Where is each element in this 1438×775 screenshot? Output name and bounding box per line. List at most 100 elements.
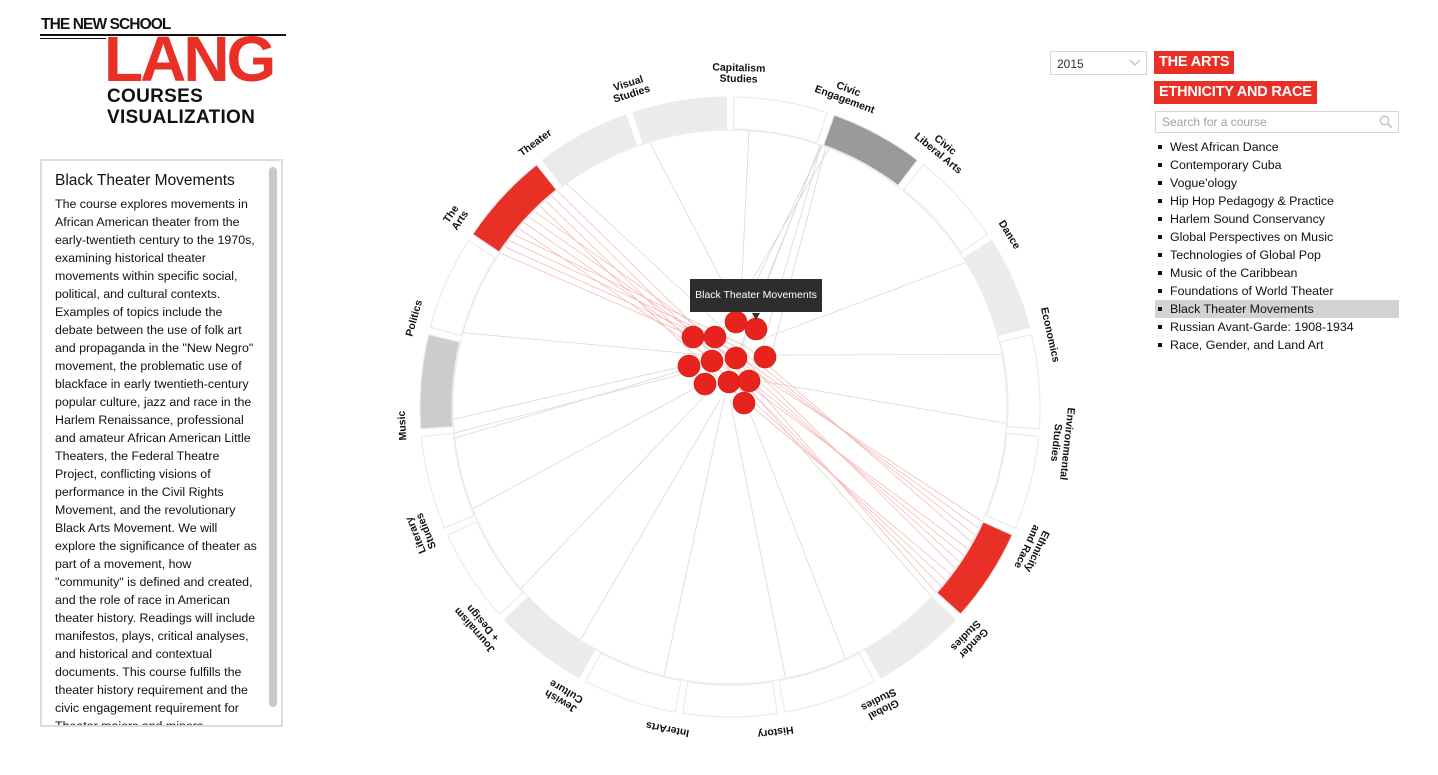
- segment-label[interactable]: Theater: [517, 127, 555, 159]
- segment-label[interactable]: Music: [396, 410, 410, 441]
- segment-label[interactable]: VisualStudies: [608, 72, 651, 105]
- segment-the-arts[interactable]: [473, 165, 557, 252]
- course-list-item[interactable]: Hip Hop Pedagogy & Practice: [1155, 192, 1399, 210]
- course-list-item[interactable]: Technologies of Global Pop: [1155, 246, 1399, 264]
- course-list-label: Technologies of Global Pop: [1170, 248, 1321, 262]
- search-input[interactable]: [1156, 112, 1382, 132]
- segment-dance[interactable]: [965, 241, 1030, 336]
- chord-line: [750, 390, 932, 598]
- segment-label[interactable]: JewishCulture: [542, 677, 585, 715]
- course-list-item[interactable]: Black Theater Movements: [1155, 300, 1399, 318]
- chord-line: [462, 333, 705, 355]
- segment-history[interactable]: [683, 682, 778, 717]
- chord-line: [520, 385, 715, 589]
- search-icon[interactable]: [1379, 115, 1393, 129]
- course-list-item[interactable]: Russian Avant-Garde: 1908-1934: [1155, 318, 1399, 336]
- course-node[interactable]: [718, 371, 740, 393]
- logo-subtitle: COURSES VISUALIZATION: [107, 86, 255, 128]
- bullet-icon: [1158, 145, 1162, 149]
- course-list-item[interactable]: West African Dance: [1155, 138, 1399, 156]
- course-list-label: Russian Avant-Garde: 1908-1934: [1170, 320, 1354, 334]
- bullet-icon: [1158, 271, 1162, 275]
- tooltip-pointer: [752, 313, 760, 320]
- segment-label[interactable]: LiteraryStudies: [403, 511, 439, 556]
- course-list-item[interactable]: Contemporary Cuba: [1155, 156, 1399, 174]
- discipline-segments: [420, 97, 1040, 717]
- course-list-item[interactable]: Music of the Caribbean: [1155, 264, 1399, 282]
- chord-lines: [452, 130, 1007, 680]
- course-node[interactable]: [725, 347, 747, 369]
- course-list-item[interactable]: Harlem Sound Conservancy: [1155, 210, 1399, 228]
- segment-label[interactable]: GlobalStudies: [859, 686, 903, 724]
- lang-logo[interactable]: THE NEW SCHOOL LANG COURSES VISUALIZATIO…: [40, 16, 290, 131]
- segment-theater[interactable]: [543, 115, 637, 186]
- course-node[interactable]: [704, 326, 726, 348]
- segment-label[interactable]: Politics: [403, 298, 425, 337]
- segment-environmental-studies[interactable]: [986, 433, 1039, 528]
- course-list-item[interactable]: Foundations of World Theater: [1155, 282, 1399, 300]
- logo-subtitle-line2: VISUALIZATION: [107, 107, 255, 128]
- segment-label-line: Music: [396, 410, 410, 441]
- course-list-label: Foundations of World Theater: [1170, 284, 1333, 298]
- segment-label[interactable]: Ethnicityand Race: [1011, 523, 1052, 575]
- chord-line-selected: [747, 362, 955, 567]
- course-node[interactable]: [694, 373, 716, 395]
- chord-line: [454, 365, 700, 438]
- segment-visual-studies[interactable]: [633, 97, 727, 143]
- chord-line: [745, 400, 846, 660]
- course-node[interactable]: [678, 355, 700, 377]
- bullet-icon: [1158, 163, 1162, 167]
- bullet-icon: [1158, 199, 1162, 203]
- tag-ethnicity-and-race[interactable]: ETHNICITY AND RACE: [1154, 81, 1317, 104]
- segment-label[interactable]: GenderStudies: [948, 618, 991, 661]
- segment-journalism-design[interactable]: [448, 522, 524, 614]
- logo-lang: LANG: [104, 25, 273, 93]
- course-search: [1155, 111, 1399, 133]
- segment-ethnicity-and-race[interactable]: [937, 522, 1013, 614]
- chord-line: [730, 400, 786, 679]
- segment-label-line: Dance: [996, 218, 1023, 251]
- segment-label[interactable]: History: [757, 723, 795, 740]
- segment-literary-studies[interactable]: [421, 433, 474, 528]
- segment-label[interactable]: TheArts: [440, 202, 471, 232]
- chord-line: [452, 360, 710, 420]
- segment-label-line: History: [757, 723, 795, 740]
- course-node[interactable]: [682, 326, 704, 348]
- segment-civic-engagement[interactable]: [823, 115, 917, 186]
- segment-label-line: InterArts: [645, 719, 690, 739]
- course-list-item[interactable]: Race, Gender, and Land Art: [1155, 336, 1399, 354]
- course-list-label: Global Perspectives on Music: [1170, 230, 1333, 244]
- segment-label[interactable]: Economics: [1038, 306, 1062, 363]
- segment-gender-studies[interactable]: [865, 598, 955, 678]
- chord-line-selected: [727, 347, 978, 528]
- bullet-icon: [1158, 307, 1162, 311]
- course-node[interactable]: [701, 350, 723, 372]
- tag-the-arts[interactable]: THE ARTS: [1154, 51, 1234, 74]
- course-node[interactable]: [738, 370, 760, 392]
- course-list-label: Hip Hop Pedagogy & Practice: [1170, 194, 1334, 208]
- inner-ring: [453, 130, 1007, 684]
- course-node[interactable]: [733, 392, 755, 414]
- course-list-label: Harlem Sound Conservancy: [1170, 212, 1325, 226]
- segment-politics[interactable]: [430, 241, 495, 336]
- description-scrollbar[interactable]: [269, 167, 277, 707]
- segment-label[interactable]: EnvironmentalStudies: [1046, 406, 1077, 481]
- course-list: West African Dance Contemporary Cuba Vogue…: [1155, 138, 1399, 354]
- segment-label[interactable]: Dance: [996, 218, 1023, 251]
- segment-civic-liberal-arts[interactable]: [903, 165, 987, 252]
- segment-label[interactable]: CapitalismStudies: [712, 61, 766, 85]
- course-node[interactable]: [754, 346, 776, 368]
- course-node[interactable]: [745, 318, 767, 340]
- course-title: Black Theater Movements: [55, 171, 258, 191]
- course-list-item[interactable]: Vogue'ology: [1155, 174, 1399, 192]
- segment-label[interactable]: InterArts: [645, 719, 690, 739]
- course-description-panel: Black Theater Movements The course explo…: [40, 159, 283, 727]
- bullet-icon: [1158, 235, 1162, 239]
- logo-rule-short: [40, 38, 106, 39]
- segment-capitalism-studies[interactable]: [733, 97, 827, 143]
- segment-label[interactable]: CivicEngagement: [813, 73, 881, 117]
- course-list-item[interactable]: Global Perspectives on Music: [1155, 228, 1399, 246]
- course-node[interactable]: [725, 311, 747, 333]
- course-list-label: West African Dance: [1170, 140, 1279, 154]
- logo-subtitle-line1: COURSES: [107, 86, 255, 107]
